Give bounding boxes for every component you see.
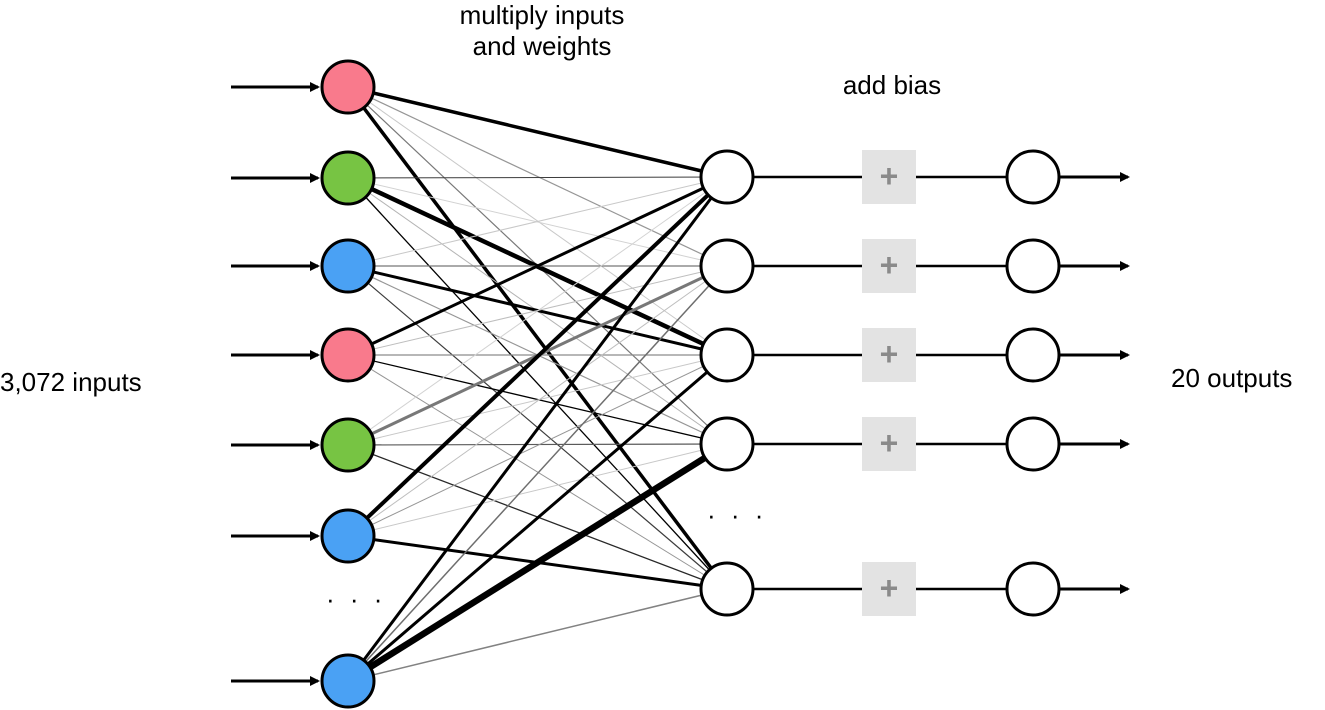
weight-connection bbox=[346, 85, 729, 591]
bias-box bbox=[862, 417, 916, 471]
output-node bbox=[1005, 149, 1061, 205]
output-paths bbox=[753, 172, 1130, 594]
input-arrows bbox=[231, 82, 320, 686]
inputs-ellipsis: · · · bbox=[326, 584, 387, 614]
input-node-blue bbox=[320, 653, 376, 709]
weight-connection bbox=[346, 176, 729, 682]
weight-connection bbox=[347, 177, 728, 590]
bias-box bbox=[862, 328, 916, 382]
weight-connection bbox=[347, 176, 728, 446]
input-node-green bbox=[320, 150, 376, 206]
weight-connection bbox=[347, 443, 728, 537]
multiply-label-line1: multiply inputs bbox=[459, 0, 625, 30]
weight-connection bbox=[347, 85, 728, 179]
weight-connection bbox=[347, 588, 728, 682]
weight-connections bbox=[346, 85, 729, 684]
weighted-sum-node bbox=[699, 416, 755, 472]
weighted-sum-node bbox=[699, 238, 755, 294]
output-node bbox=[1005, 416, 1061, 472]
bias-box bbox=[862, 562, 916, 616]
input-node-blue bbox=[320, 238, 376, 294]
output-node bbox=[1005, 327, 1061, 383]
weight-connection bbox=[347, 354, 728, 446]
multiply-label-line2: and weights bbox=[472, 31, 612, 62]
weight-connection bbox=[346, 175, 729, 538]
bias-box bbox=[862, 239, 916, 293]
bias-boxes: + + + + + bbox=[862, 150, 916, 616]
weighted-sum-node bbox=[699, 327, 755, 383]
weight-connection bbox=[347, 443, 728, 446]
input-node-blue bbox=[320, 508, 376, 564]
input-node-red bbox=[320, 327, 376, 383]
bias-box bbox=[862, 150, 916, 204]
weighted-sum-node bbox=[699, 149, 755, 205]
weighted-sum-node bbox=[699, 561, 755, 617]
inputs-label: 3,072 inputs bbox=[0, 367, 142, 397]
bias-plus-symbol: + bbox=[880, 247, 899, 283]
weight-connection bbox=[347, 354, 728, 590]
weighted-sum-nodes bbox=[699, 149, 755, 617]
weight-connection bbox=[347, 265, 728, 537]
input-node-green bbox=[320, 417, 376, 473]
weight-connection bbox=[347, 175, 728, 357]
bias-plus-symbol: + bbox=[880, 158, 899, 194]
weight-connection bbox=[347, 265, 728, 682]
bias-plus-symbol: + bbox=[880, 336, 899, 372]
weight-connection bbox=[347, 176, 728, 179]
multiply-label: multiply inputs and weights bbox=[460, 0, 625, 62]
weight-connection bbox=[347, 353, 728, 683]
hidden-ellipsis: · · · bbox=[707, 500, 768, 530]
output-node bbox=[1005, 238, 1061, 294]
bias-plus-symbol: + bbox=[880, 570, 899, 606]
bias-plus-symbol: + bbox=[880, 425, 899, 461]
input-nodes bbox=[320, 59, 376, 709]
output-node bbox=[1005, 561, 1061, 617]
outputs-label: 20 outputs bbox=[1171, 363, 1293, 393]
weight-connection bbox=[347, 354, 728, 537]
weight-connection bbox=[347, 176, 728, 267]
weight-connection bbox=[346, 441, 729, 684]
input-node-red bbox=[320, 59, 376, 115]
add-bias-label: add bias bbox=[842, 70, 942, 100]
output-nodes bbox=[1005, 149, 1061, 617]
